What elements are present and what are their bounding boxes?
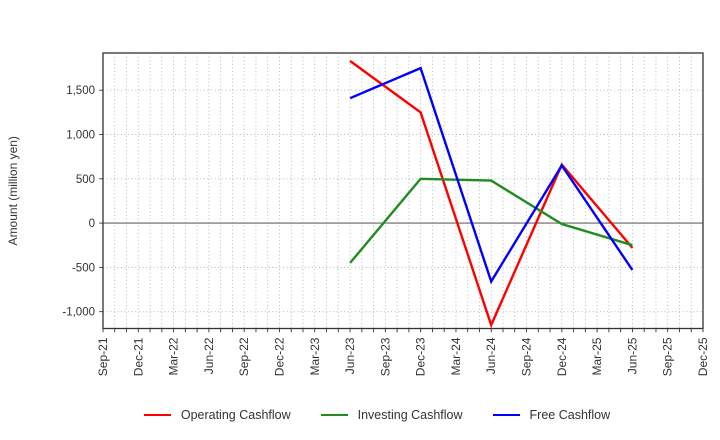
y-tick-label: -500 <box>72 262 95 274</box>
series-line-operating-cashflow <box>349 60 634 329</box>
chart-legend: Operating Cashflow Investing Cashflow Free… <box>17 403 720 427</box>
x-tick-label: Sep-25 <box>661 337 675 376</box>
y-tick-label: 0 <box>89 218 95 230</box>
x-tick-label: Sep-21 <box>96 337 110 376</box>
x-tick-label: Dec-25 <box>696 337 710 376</box>
x-tick-label: Jun-22 <box>202 337 216 374</box>
y-tick-label: 1,500 <box>66 85 95 97</box>
legend-label: Investing Cashflow <box>357 408 463 422</box>
x-tick-label: Mar-25 <box>590 337 604 375</box>
x-tick-label: Dec-24 <box>555 337 569 376</box>
y-tick-label: 1,000 <box>66 129 95 141</box>
y-tick-label: -1,000 <box>62 307 95 319</box>
x-tick-label: Sep-23 <box>378 337 392 376</box>
series-line-free-cashflow <box>349 66 634 285</box>
y-tick-label: 500 <box>76 174 95 186</box>
x-tick-label: Mar-22 <box>167 337 181 375</box>
legend-item-operating-cashflow: Operating Cashflow <box>143 408 291 422</box>
x-tick-label: Jun-23 <box>343 337 357 374</box>
x-tick-label: Jun-24 <box>484 337 498 374</box>
series-line-investing-cashflow <box>349 177 633 264</box>
legend-line-swatch <box>492 414 520 416</box>
legend-line-swatch <box>143 414 171 416</box>
legend-line-swatch <box>320 414 348 416</box>
x-tick-label: Mar-24 <box>449 337 463 375</box>
legend-label: Free Cashflow <box>529 408 611 422</box>
legend-item-investing-cashflow: Investing Cashflow <box>320 408 463 422</box>
x-tick-label: Dec-21 <box>131 337 145 376</box>
x-tick-label: Mar-23 <box>308 337 322 375</box>
x-tick-label: Dec-23 <box>414 337 428 376</box>
x-tick-label: Sep-24 <box>520 337 534 376</box>
x-tick-label: Jun-25 <box>625 337 639 374</box>
x-tick-label: Sep-22 <box>237 337 251 376</box>
legend-item-free-cashflow: Free Cashflow <box>492 408 611 422</box>
plot-border <box>102 52 704 330</box>
x-tick-label: Dec-22 <box>272 337 286 376</box>
legend-label: Operating Cashflow <box>180 408 291 422</box>
y-axis-label: Amount (million yen) <box>6 136 20 245</box>
